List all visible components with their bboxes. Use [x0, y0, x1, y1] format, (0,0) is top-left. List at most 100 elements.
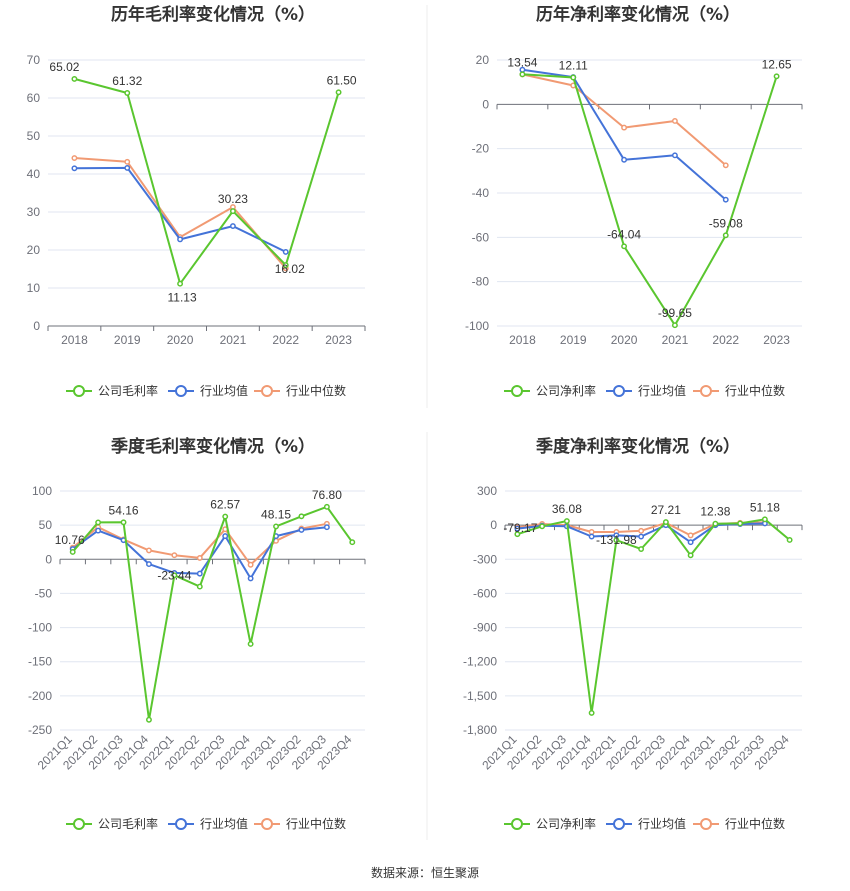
- y-tick-label: 0: [45, 552, 52, 566]
- data-point-company: [298, 513, 305, 520]
- data-point-company: [282, 262, 289, 269]
- y-tick-label: 100: [32, 484, 52, 498]
- data-point-median: [196, 554, 203, 561]
- data-point-company: [171, 572, 178, 579]
- y-tick-label: 20: [476, 53, 490, 67]
- data-point-median: [588, 529, 595, 535]
- data-point-mean: [282, 248, 289, 255]
- y-tick-label: 300: [477, 484, 497, 498]
- data-point-mean: [95, 527, 102, 534]
- y-tick-label: 30: [27, 205, 41, 219]
- data-point-mean: [229, 223, 236, 230]
- data-point-company: [222, 513, 229, 520]
- data-point-mean: [146, 561, 152, 568]
- data-point-company: [229, 208, 236, 215]
- data-label: 12.11: [559, 58, 588, 72]
- data-label: -79.17: [503, 521, 537, 535]
- y-tick-label: 0: [33, 319, 40, 333]
- y-tick-label: 50: [39, 518, 53, 532]
- legend-marker-median: [261, 818, 273, 830]
- y-tick-label: 50: [27, 129, 41, 143]
- series-line-company: [71, 505, 354, 721]
- data-point-median: [722, 162, 729, 169]
- data-point-company: [621, 243, 628, 250]
- legend-label-company: 公司毛利率: [98, 383, 158, 398]
- data-label: -64.04: [607, 227, 641, 241]
- data-label: -23.44: [157, 568, 191, 582]
- x-tick-label: 2023: [325, 333, 352, 347]
- data-point-company: [124, 90, 131, 96]
- data-point-company: [613, 537, 620, 544]
- data-point-median: [638, 527, 645, 534]
- data-label: -99.65: [658, 306, 692, 320]
- data-point-company: [95, 519, 102, 526]
- data-point-mean: [671, 152, 678, 159]
- data-point-company: [323, 503, 330, 510]
- legend-marker-mean: [613, 818, 625, 830]
- data-point-company: [570, 74, 577, 81]
- data-point-mean: [687, 539, 694, 546]
- quarterly-gross-margin-chart: -250-200-150-100-500501002021Q12021Q2202…: [28, 484, 366, 831]
- x-tick-label: 2021: [220, 333, 247, 347]
- legend-marker-company: [511, 818, 523, 830]
- data-point-mean: [222, 533, 229, 540]
- x-tick-label: 2022: [272, 333, 299, 347]
- y-tick-label: -20: [472, 142, 490, 156]
- chart-title-annual-gross-margin: 历年毛利率变化情况（%）: [111, 4, 315, 25]
- data-point-median: [146, 547, 152, 554]
- x-tick-label: 2021: [662, 333, 689, 347]
- legend-marker-mean: [175, 818, 187, 830]
- data-point-company: [638, 546, 645, 552]
- y-tick-label: -100: [465, 319, 489, 333]
- data-label: 10.76: [55, 533, 85, 547]
- y-tick-label: 40: [27, 167, 41, 181]
- y-tick-label: -300: [473, 552, 497, 566]
- data-point-median: [671, 118, 678, 124]
- data-point-mean: [588, 533, 595, 540]
- data-point-mean: [638, 533, 645, 540]
- legend-marker-mean: [175, 385, 187, 397]
- legend-marker-median: [700, 818, 712, 830]
- data-point-mean: [323, 524, 330, 531]
- series-line-mean: [522, 68, 727, 201]
- legend-label-mean: 行业均值: [638, 816, 686, 831]
- legend-marker-mean: [613, 385, 625, 397]
- data-label: 16.02: [275, 262, 305, 276]
- legend-label-median: 行业中位数: [725, 383, 785, 398]
- legend-label-mean: 行业均值: [638, 383, 686, 398]
- legend-label-median: 行业中位数: [286, 816, 346, 831]
- data-point-company: [273, 523, 279, 530]
- data-point-company: [69, 548, 76, 555]
- data-point-mean: [71, 165, 78, 172]
- y-tick-label: -60: [472, 230, 490, 244]
- data-label: 51.18: [750, 500, 780, 514]
- legend-label-median: 行业中位数: [286, 383, 346, 398]
- data-point-company: [737, 520, 744, 527]
- quarterly-net-margin-chart: -1,800-1,500-1,200-900-600-30003002021Q1…: [463, 484, 803, 831]
- data-point-mean: [177, 236, 184, 243]
- legend-label-mean: 行业均值: [200, 383, 248, 398]
- series-line-company: [517, 518, 791, 714]
- y-tick-label: -900: [473, 621, 497, 635]
- legend-label-median: 行业中位数: [725, 816, 785, 831]
- y-tick-label: 0: [490, 518, 497, 532]
- y-tick-label: -100: [28, 621, 52, 635]
- series-line-company: [74, 77, 340, 285]
- data-label: 36.08: [552, 502, 582, 516]
- data-point-company: [761, 516, 768, 523]
- y-tick-label: -1,200: [463, 655, 497, 669]
- data-point-mean: [514, 525, 521, 532]
- chart-title-quarterly-net-margin: 季度净利率变化情况（%）: [536, 436, 740, 457]
- data-label: -59.08: [709, 216, 743, 230]
- data-point-median: [247, 561, 254, 568]
- x-tick-label: 2020: [167, 333, 194, 347]
- data-point-company: [539, 523, 546, 530]
- data-label: 54.16: [109, 503, 139, 517]
- series-line-company: [522, 73, 778, 327]
- legend-marker-median: [700, 385, 712, 397]
- legend-marker-company: [73, 818, 85, 830]
- data-point-median: [621, 124, 628, 131]
- data-point-company: [786, 536, 793, 543]
- data-point-company: [671, 322, 678, 329]
- data-point-mean: [124, 164, 131, 171]
